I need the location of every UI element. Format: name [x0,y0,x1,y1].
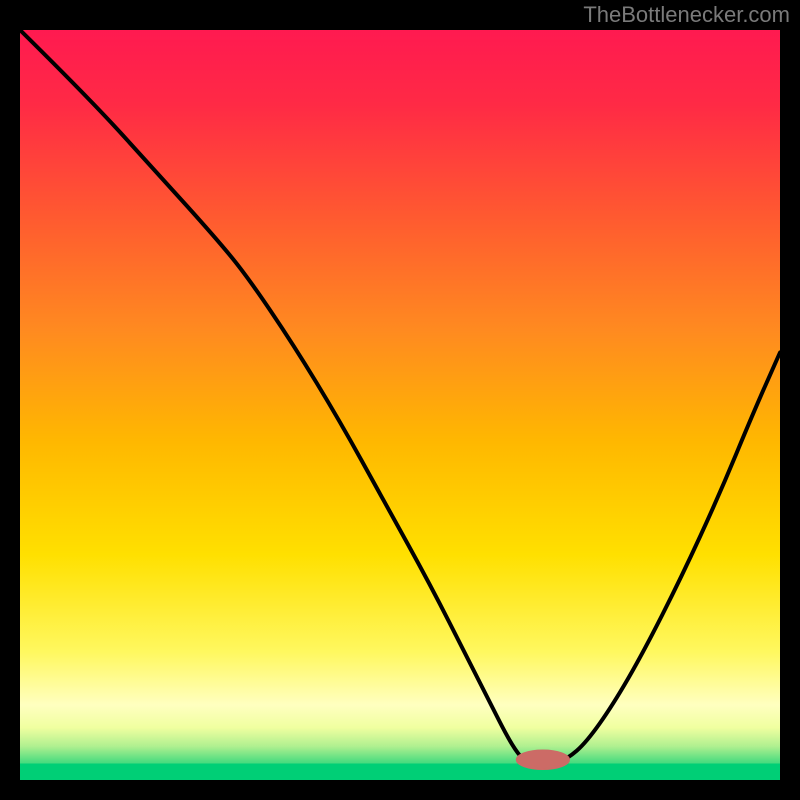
watermark-text: TheBottlenecker.com [583,2,790,28]
chart-baseline-strip [20,764,780,781]
bottleneck-chart [20,30,780,780]
chart-background [20,30,780,780]
optimal-point-marker [516,750,569,770]
chart-frame [20,30,780,780]
